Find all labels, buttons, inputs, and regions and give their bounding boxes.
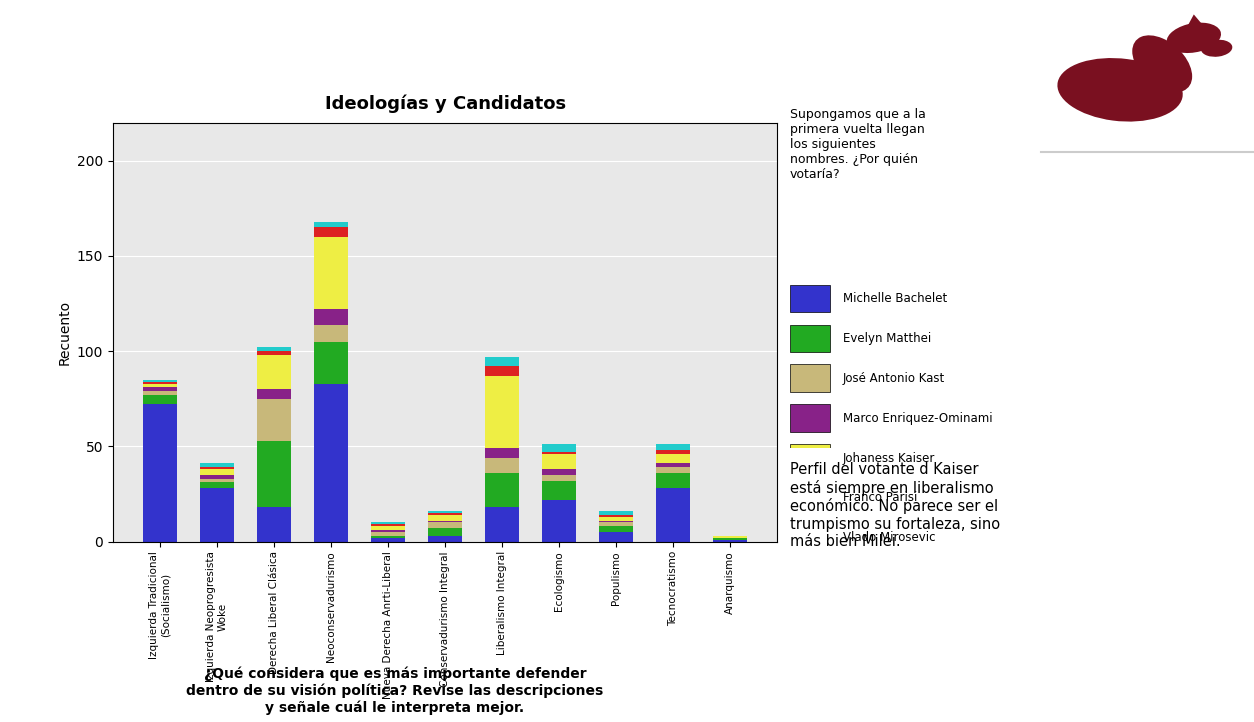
Bar bbox=[485, 376, 519, 448]
Bar bbox=[790, 284, 830, 313]
Bar bbox=[656, 450, 690, 454]
Bar bbox=[371, 538, 405, 542]
Ellipse shape bbox=[1201, 40, 1233, 57]
Bar bbox=[542, 452, 577, 454]
Bar bbox=[542, 500, 577, 542]
Bar bbox=[371, 532, 405, 536]
Bar bbox=[314, 222, 349, 227]
Bar bbox=[542, 475, 577, 481]
Bar bbox=[257, 351, 291, 355]
Bar bbox=[542, 481, 577, 500]
Bar bbox=[257, 347, 291, 351]
Bar bbox=[257, 440, 291, 508]
Bar bbox=[143, 387, 177, 391]
Bar bbox=[485, 357, 519, 366]
Bar bbox=[201, 469, 234, 475]
Bar bbox=[143, 382, 177, 383]
Bar bbox=[790, 325, 830, 352]
Bar bbox=[714, 536, 747, 538]
Ellipse shape bbox=[1166, 22, 1221, 53]
Bar bbox=[314, 309, 349, 324]
Bar bbox=[599, 521, 633, 523]
Bar bbox=[542, 445, 577, 452]
Bar bbox=[485, 366, 519, 376]
Bar bbox=[656, 464, 690, 467]
Bar bbox=[599, 511, 633, 515]
Bar bbox=[201, 488, 234, 542]
Bar bbox=[599, 532, 633, 542]
Bar bbox=[371, 536, 405, 538]
Bar bbox=[143, 404, 177, 542]
Bar bbox=[257, 508, 291, 542]
Bar bbox=[201, 479, 234, 482]
Text: José Antonio Kast: José Antonio Kast bbox=[843, 372, 946, 385]
Bar bbox=[428, 536, 463, 542]
Text: Perfil del votante d Kaiser
está siempre en liberalismo
económico. No parece ser: Perfil del votante d Kaiser está siempre… bbox=[790, 462, 1001, 549]
Bar bbox=[314, 383, 349, 542]
Bar bbox=[428, 523, 463, 529]
Bar bbox=[790, 484, 830, 512]
Bar bbox=[143, 383, 177, 387]
Bar bbox=[257, 399, 291, 440]
Bar bbox=[428, 521, 463, 523]
Bar bbox=[599, 515, 633, 517]
Bar bbox=[656, 473, 690, 488]
Bar bbox=[371, 524, 405, 526]
Bar bbox=[314, 342, 349, 383]
Bar bbox=[485, 458, 519, 473]
Bar bbox=[656, 467, 690, 473]
Bar bbox=[656, 454, 690, 464]
Bar bbox=[790, 444, 830, 472]
Bar bbox=[599, 523, 633, 526]
Y-axis label: Recuento: Recuento bbox=[58, 300, 71, 365]
Bar bbox=[143, 380, 177, 382]
Bar bbox=[428, 511, 463, 513]
Bar bbox=[428, 515, 463, 521]
Bar bbox=[790, 404, 830, 432]
Bar bbox=[371, 523, 405, 524]
Ellipse shape bbox=[1057, 58, 1183, 121]
Bar bbox=[314, 237, 349, 309]
Text: Franco Parisi: Franco Parisi bbox=[843, 492, 917, 505]
Bar bbox=[485, 473, 519, 508]
Bar bbox=[790, 524, 830, 552]
Bar bbox=[143, 391, 177, 395]
Text: Vlado Mirosevic: Vlado Mirosevic bbox=[843, 531, 935, 544]
Bar bbox=[790, 365, 830, 392]
Bar bbox=[542, 454, 577, 469]
Bar bbox=[714, 538, 747, 539]
Bar bbox=[714, 539, 747, 542]
Ellipse shape bbox=[1132, 35, 1193, 92]
Text: Michelle Bachelet: Michelle Bachelet bbox=[843, 292, 947, 305]
Bar bbox=[599, 517, 633, 521]
Bar bbox=[599, 526, 633, 532]
Bar bbox=[201, 467, 234, 469]
Text: Johaness Kaiser: Johaness Kaiser bbox=[843, 451, 935, 464]
Bar bbox=[143, 395, 177, 404]
Bar bbox=[371, 526, 405, 530]
Bar bbox=[656, 488, 690, 542]
Text: Supongamos que a la
primera vuelta llegan
los siguientes
nombres. ¿Por quién
vot: Supongamos que a la primera vuelta llega… bbox=[790, 108, 925, 181]
Bar bbox=[201, 482, 234, 488]
Bar bbox=[314, 324, 349, 342]
Text: ¿Qué considera que es más importante defender
dentro de su visión política? Revi: ¿Qué considera que es más importante def… bbox=[187, 666, 603, 715]
Bar bbox=[371, 530, 405, 532]
Title: Ideologías y Candidatos: Ideologías y Candidatos bbox=[325, 95, 566, 113]
Bar bbox=[257, 355, 291, 389]
Bar bbox=[428, 513, 463, 515]
Bar bbox=[201, 475, 234, 479]
Bar bbox=[542, 469, 577, 475]
Bar bbox=[428, 529, 463, 536]
Bar bbox=[485, 448, 519, 458]
Polygon shape bbox=[1186, 14, 1203, 27]
Text: Marco Enriquez-Ominami: Marco Enriquez-Ominami bbox=[843, 412, 992, 425]
Bar bbox=[201, 464, 234, 467]
Text: Evelyn Matthei: Evelyn Matthei bbox=[843, 332, 930, 345]
Bar bbox=[257, 389, 291, 399]
Bar bbox=[485, 508, 519, 542]
Bar bbox=[314, 227, 349, 237]
Bar bbox=[656, 445, 690, 450]
